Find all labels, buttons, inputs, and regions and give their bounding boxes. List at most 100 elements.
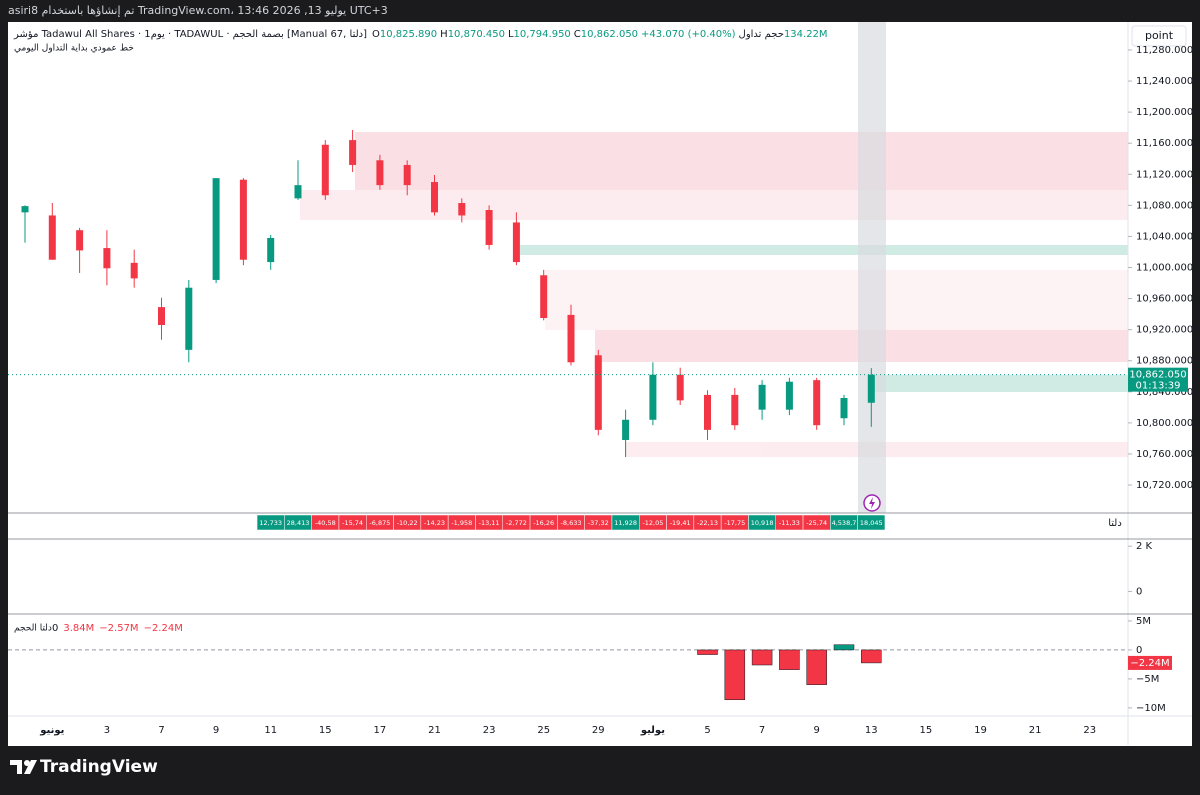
- x-tick-label: 23: [483, 725, 496, 736]
- indicator-title: دلتا الحجم: [14, 624, 52, 634]
- volume-delta-bar: [697, 649, 718, 655]
- x-tick-label: 9: [213, 725, 219, 736]
- legend-value: 10,794.950: [514, 29, 571, 40]
- candle-body: [512, 222, 520, 263]
- delta-cell-label: -11,33: [779, 519, 800, 527]
- x-tick-label: 7: [158, 725, 164, 736]
- point-button-label[interactable]: point: [1145, 29, 1174, 42]
- volume-delta-bar: [779, 649, 800, 670]
- x-tick-label: يونيو: [39, 725, 64, 736]
- delta-cell-label: -17,75: [724, 519, 745, 527]
- candle-body: [622, 419, 630, 440]
- y-tick-label: 10,720.000: [1136, 480, 1193, 491]
- session-highlight: [858, 22, 886, 513]
- y-tick-label: 11,000.000: [1136, 263, 1193, 274]
- point-button[interactable]: [1131, 25, 1187, 47]
- delta-cell-label: 4,538,7: [832, 519, 857, 527]
- last-price-box: [1128, 367, 1188, 392]
- candle-body: [594, 355, 602, 430]
- delta-cell-label: -6,875: [369, 519, 390, 527]
- legend: مؤشر Tadawul All Shares · 1يوم · TADAWUL…: [13, 29, 828, 40]
- candle-body: [649, 374, 657, 420]
- x-tick-label: 13: [865, 725, 878, 736]
- y-tick-label: 11,200.000: [1136, 107, 1193, 118]
- x-tick-label: 15: [319, 725, 332, 736]
- logo: TradingView: [40, 757, 158, 777]
- x-tick-label: 11: [264, 725, 277, 736]
- delta-cell-label: -22,13: [697, 519, 718, 527]
- x-tick-label: 25: [537, 725, 550, 736]
- y-tick-label: 10,960.000: [1136, 294, 1193, 305]
- candle-body: [867, 374, 875, 403]
- delta-cell-label: 10,918: [751, 519, 774, 527]
- legend-key: C: [574, 29, 581, 40]
- legend-key: O: [372, 29, 380, 40]
- candle-body: [21, 206, 29, 213]
- volume-delta-legend: دلتا الحجم 0 3.84M −2.57M −2.24M: [14, 623, 183, 634]
- delta-cell-label: -19,41: [670, 519, 691, 527]
- delta-cell-label: 11,928: [614, 519, 637, 527]
- countdown: 01:13:39: [1136, 381, 1181, 392]
- value-label: −2.24M: [1130, 658, 1169, 669]
- delta-cell-label: 28,413: [287, 519, 310, 527]
- volume-delta-bar: [724, 649, 746, 701]
- y-tick-label: 11,280.000: [1136, 45, 1193, 56]
- delta-cell-label: -8,633: [561, 519, 582, 527]
- candle-body: [267, 237, 275, 263]
- volume-delta-bar: [751, 649, 773, 666]
- candle-body: [185, 287, 193, 350]
- value-label-box: [1128, 655, 1172, 670]
- last-price-label: 10,862.050: [1129, 370, 1186, 381]
- delta-cell-label: -1,958: [451, 519, 472, 527]
- delta-cell-label: -14,23: [424, 519, 445, 527]
- y-tick-label: 11,120.000: [1136, 169, 1193, 180]
- delta-cell-label: -2,772: [506, 519, 527, 527]
- y-tick-label: −10M: [1136, 703, 1166, 714]
- x-tick-label: 9: [814, 725, 820, 736]
- delta-cell-label: 18,045: [860, 519, 883, 527]
- candle-body: [458, 203, 466, 216]
- candle-body: [540, 275, 548, 318]
- x-tick-label: 7: [759, 725, 765, 736]
- volume-delta-bar: [833, 644, 855, 651]
- header-title: asiri8 تم إنشاؤها باستخدام TradingView.c…: [8, 4, 388, 17]
- x-tick-label: 3: [104, 725, 110, 736]
- delta-cell-label: -25,74: [806, 519, 827, 527]
- lightning: [869, 497, 875, 509]
- candle-body: [103, 248, 111, 269]
- y-tick-label: 2 K: [1136, 541, 1153, 552]
- delta-cell-label: -15,74: [342, 519, 363, 527]
- candle-body: [485, 210, 493, 245]
- logo-icon: [10, 760, 37, 774]
- delta-cell-label: -40,58: [315, 519, 336, 527]
- zone: [520, 245, 1128, 255]
- delta-cell-label: -10,22: [397, 519, 418, 527]
- candle-body: [704, 394, 711, 430]
- x-tick-label: 21: [1029, 725, 1042, 736]
- legend-value: 10,825.890: [380, 29, 437, 40]
- y-tick-label: 11,080.000: [1136, 200, 1193, 211]
- x-tick-label: 21: [428, 725, 441, 736]
- y-tick-label: 10,840.000: [1136, 387, 1193, 398]
- legend-value: 10,862.050: [581, 29, 638, 40]
- legend-key: H: [440, 29, 448, 40]
- delta-label: دلتا: [1108, 518, 1122, 529]
- volume-delta-bar: [806, 649, 827, 685]
- indicator-value: 0: [52, 623, 58, 634]
- zone: [300, 190, 1128, 220]
- y-tick-label: 5M: [1136, 616, 1151, 627]
- delta-cell: [857, 514, 886, 531]
- x-tick-label: 19: [974, 725, 987, 736]
- candle-body: [130, 262, 138, 279]
- x-tick-label: 23: [1083, 725, 1096, 736]
- candle-body: [158, 307, 165, 325]
- legend-symbol: مؤشر Tadawul All Shares · 1يوم · TADAWUL…: [13, 29, 367, 40]
- legend-value: 10,870.450: [448, 29, 505, 40]
- y-tick-label: 0: [1136, 645, 1142, 656]
- indicator-value: 3.84M: [63, 623, 94, 634]
- candle-body: [349, 140, 357, 165]
- zone: [545, 270, 1128, 330]
- x-tick-label: 17: [374, 725, 387, 736]
- candle-body: [212, 178, 220, 280]
